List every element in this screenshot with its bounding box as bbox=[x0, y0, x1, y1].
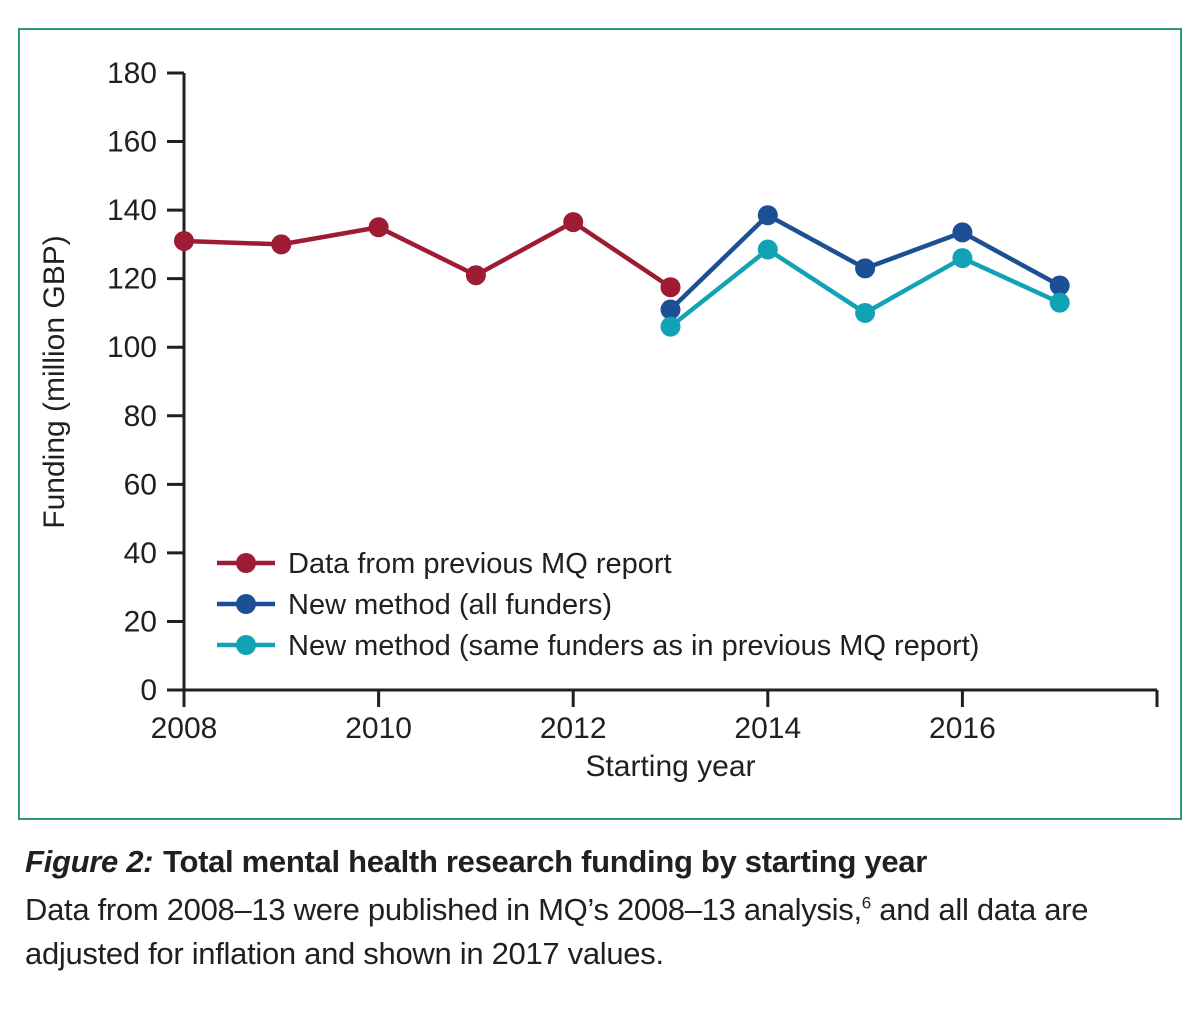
series-2 bbox=[660, 239, 1070, 337]
data-point bbox=[952, 222, 973, 243]
caption-body: Data from 2008–13 were published in MQ’s… bbox=[25, 888, 1175, 976]
data-point bbox=[855, 258, 876, 279]
legend-label: Data from previous MQ report bbox=[288, 548, 672, 580]
y-tick-label: 120 bbox=[107, 263, 157, 296]
figure-panel: 0 20 40 60 80 100 120 140 160 180 2008 2010 2012 2014… bbox=[18, 28, 1182, 820]
caption-title-text: Total mental health research funding by … bbox=[163, 844, 927, 879]
legend-marker-icon bbox=[236, 594, 256, 614]
data-point bbox=[368, 217, 389, 238]
legend-label: New method (all funders) bbox=[288, 589, 612, 621]
y-tick-label: 140 bbox=[107, 194, 157, 227]
x-tick-label: 2012 bbox=[540, 712, 607, 745]
y-tick-label: 160 bbox=[107, 126, 157, 159]
data-point bbox=[855, 302, 876, 323]
y-tick-label: 60 bbox=[124, 468, 157, 501]
y-tick-label: 100 bbox=[107, 331, 157, 364]
caption-reference-superscript: 6 bbox=[861, 893, 871, 913]
series-line bbox=[183, 219, 672, 290]
legend-marker-icon bbox=[236, 553, 256, 573]
y-tick-label: 0 bbox=[140, 674, 157, 707]
y-axis-title: Funding (million GBP) bbox=[38, 235, 71, 528]
data-point bbox=[465, 265, 486, 286]
data-point bbox=[660, 316, 681, 337]
series-1 bbox=[660, 205, 1070, 320]
data-point bbox=[757, 205, 778, 226]
y-tick-label: 180 bbox=[107, 57, 157, 90]
legend-item-2: New method (same funders as in previous … bbox=[217, 630, 979, 662]
y-tick-label: 40 bbox=[124, 537, 157, 570]
data-point bbox=[660, 277, 681, 298]
legend: Data from previous MQ report New method (… bbox=[217, 548, 979, 662]
data-point bbox=[1049, 275, 1070, 296]
legend-item-0: Data from previous MQ report bbox=[217, 548, 672, 580]
caption-figure-label: Figure 2: bbox=[25, 844, 154, 879]
caption-body-post: and all data are adjusted for inflation … bbox=[25, 892, 1089, 972]
series-0 bbox=[174, 212, 681, 298]
y-tick-label: 80 bbox=[124, 400, 157, 433]
data-point bbox=[757, 239, 778, 260]
data-point bbox=[1049, 292, 1070, 313]
x-tick-label: 2016 bbox=[929, 712, 996, 745]
caption-title: Figure 2: Total mental health research fu… bbox=[25, 844, 1175, 880]
data-point bbox=[563, 212, 584, 233]
x-axis-title: Starting year bbox=[585, 750, 755, 783]
caption-body-pre: Data from 2008–13 were published in MQ’s… bbox=[25, 892, 862, 927]
legend-marker-icon bbox=[236, 635, 256, 655]
legend-item-1: New method (all funders) bbox=[217, 589, 612, 621]
data-point bbox=[174, 230, 194, 251]
x-tick-label: 2008 bbox=[151, 712, 218, 745]
x-tick-label: 2014 bbox=[734, 712, 801, 745]
data-point bbox=[952, 248, 973, 269]
y-tick-label: 20 bbox=[124, 605, 157, 638]
data-point bbox=[271, 234, 292, 255]
funding-line-chart: 0 20 40 60 80 100 120 140 160 180 2008 2010 2012 2014… bbox=[38, 57, 1159, 783]
figure-caption: Figure 2: Total mental health research fu… bbox=[25, 844, 1175, 976]
data-point bbox=[660, 299, 681, 320]
axis-labels: 0 20 40 60 80 100 120 140 160 180 2008 2010 2012 2014… bbox=[38, 57, 996, 783]
axes bbox=[167, 71, 1159, 707]
legend-label: New method (same funders as in previous … bbox=[288, 630, 979, 662]
x-tick-label: 2010 bbox=[345, 712, 412, 745]
